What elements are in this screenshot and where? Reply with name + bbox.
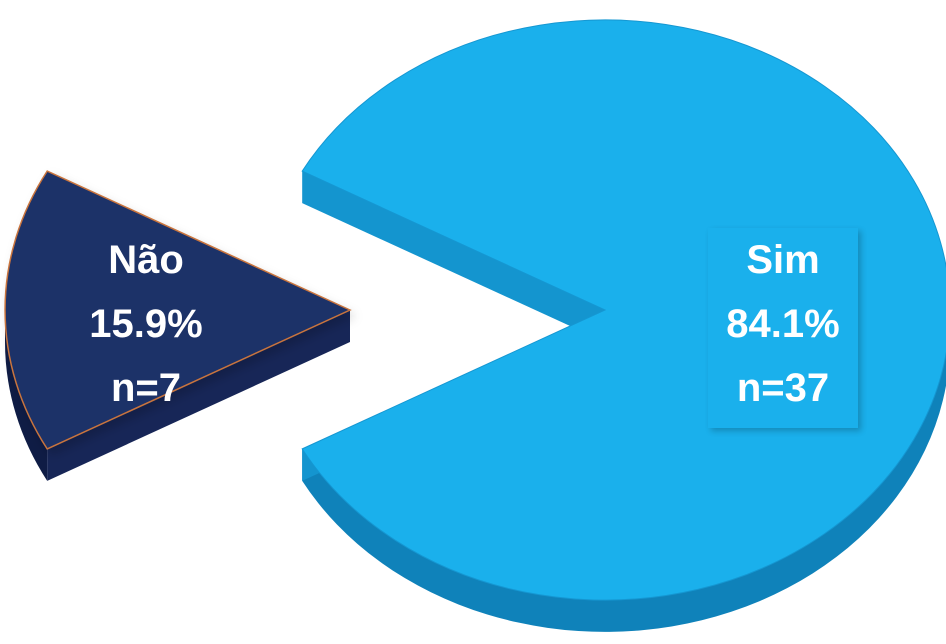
slice-percent-nao: 15.9% [89,302,203,346]
slice-nao [4,170,352,450]
slice-count-sim: n=37 [736,366,830,410]
slice-percent-sim: 84.1% [726,302,840,346]
slice-nao-cut-face [47,310,350,481]
slice-count-nao: n=7 [110,366,182,410]
slice-label-sim: Sim 84.1% n=37 [708,228,858,428]
slice-label-nao: Não 15.9% n=7 [76,228,216,420]
slice-nao-side-wall [5,310,48,481]
slice-name-sim: Sim [746,238,820,282]
slice-sim-cut-face-upper [302,171,605,342]
slice-sim [301,19,946,601]
slice-name-nao: Não [108,238,184,282]
